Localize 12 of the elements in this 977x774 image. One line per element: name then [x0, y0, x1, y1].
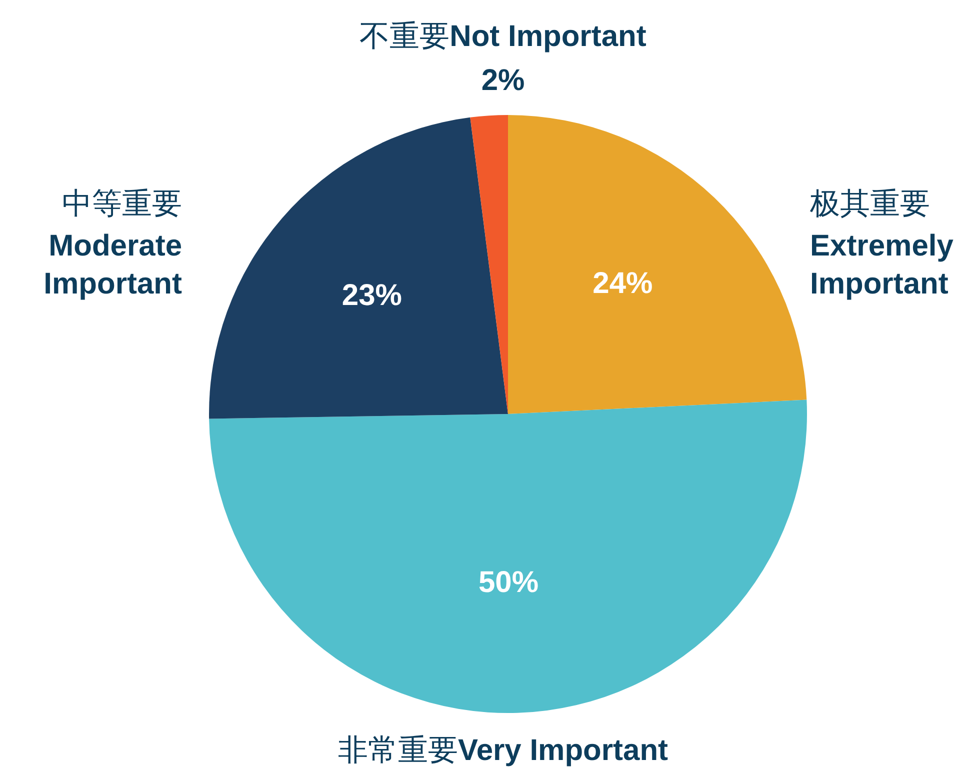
slice-label: 非常重要Very Important — [338, 733, 668, 768]
slice-label: 不重要Not Important — [360, 19, 646, 54]
data-label: 23% — [342, 278, 402, 312]
slice-label: 中等重要Moderate Important — [44, 186, 182, 301]
slice-label: 极其重要Extremely Important — [809, 186, 954, 301]
pie-slice — [209, 117, 508, 419]
data-label: 24% — [592, 266, 653, 300]
data-label: 2% — [481, 64, 525, 97]
data-label: 50% — [478, 566, 539, 599]
pie-slice — [508, 115, 807, 414]
pie-slice — [209, 400, 807, 713]
pie-slice — [470, 115, 508, 414]
